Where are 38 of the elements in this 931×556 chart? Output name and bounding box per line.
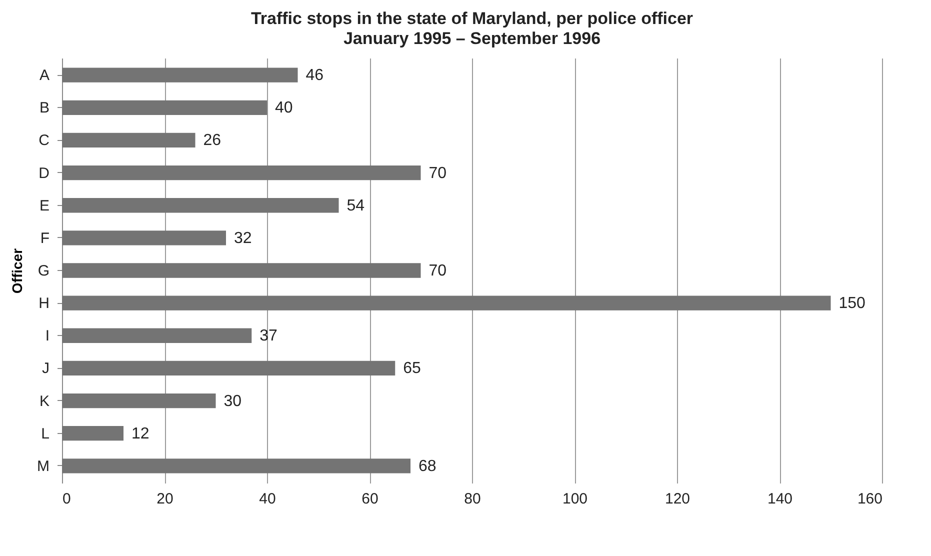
- chart-subtitle: January 1995 – September 1996: [343, 29, 601, 48]
- y-tick-label: K: [39, 392, 50, 410]
- x-tick-label: 20: [156, 490, 174, 508]
- data-label: 150: [838, 295, 866, 312]
- y-tick-label: C: [38, 132, 50, 150]
- data-label: 70: [428, 262, 447, 280]
- y-tick-label: L: [41, 425, 50, 442]
- x-tick-label: 160: [857, 490, 882, 508]
- y-tick-label: G: [38, 262, 50, 280]
- data-label: 26: [203, 132, 222, 150]
- data-label: 32: [234, 230, 252, 247]
- data-label: 40: [275, 100, 293, 117]
- y-axis-title: Officer: [9, 248, 26, 294]
- x-tick-label: 100: [562, 490, 588, 508]
- y-tick-label: H: [38, 295, 50, 312]
- data-label: 37: [260, 328, 278, 345]
- data-label: 65: [403, 360, 422, 378]
- y-tick-label: M: [37, 458, 50, 475]
- x-tick-label: 60: [362, 490, 378, 508]
- data-label: 12: [132, 425, 150, 442]
- y-tick-label: D: [38, 164, 50, 182]
- data-label: 70: [428, 164, 447, 182]
- x-tick-label: 80: [464, 490, 481, 508]
- y-tick-label: E: [39, 197, 50, 214]
- x-tick-label: 120: [664, 490, 690, 508]
- y-tick-label: F: [40, 230, 50, 247]
- data-label: 46: [306, 67, 324, 84]
- x-tick-label: 140: [767, 490, 793, 508]
- y-tick-label: I: [45, 328, 50, 345]
- y-tick-label: A: [39, 67, 50, 84]
- data-label: 30: [224, 392, 242, 410]
- x-tick-label: 0: [62, 490, 71, 508]
- chart-title: Traffic stops in the state of Maryland, per police officer: [250, 9, 694, 28]
- y-tick-label: B: [39, 100, 50, 117]
- data-label: 68: [418, 458, 436, 475]
- x-tick-label: 40: [259, 490, 276, 508]
- data-label: 54: [346, 197, 365, 214]
- y-tick-label: J: [42, 360, 50, 378]
